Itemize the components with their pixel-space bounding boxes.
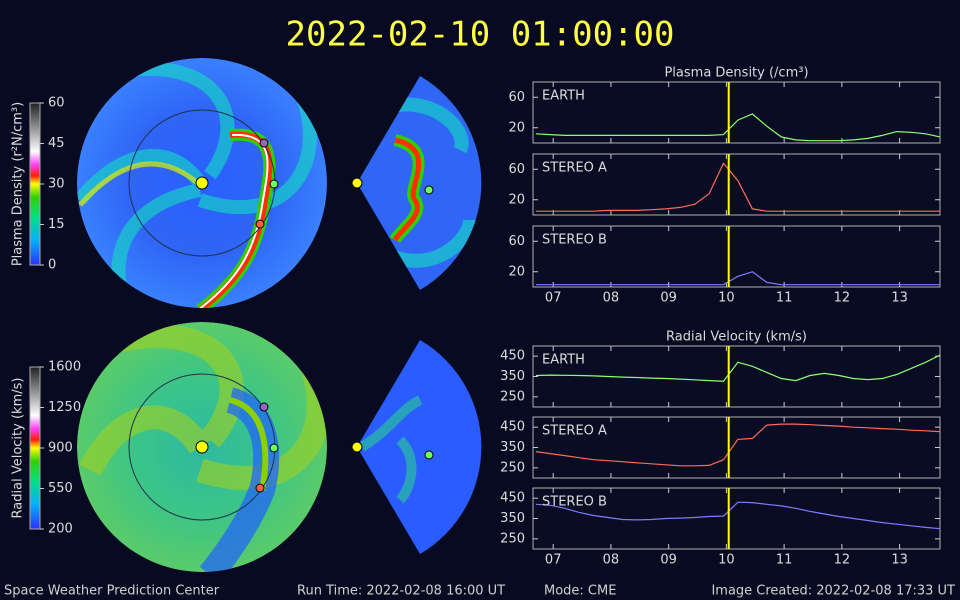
- x-tick-label: 07: [545, 553, 562, 568]
- stereo-a-marker: [255, 219, 265, 229]
- series-line: [535, 162, 940, 212]
- y-tick-label: 20: [508, 120, 525, 135]
- series-label: EARTH: [542, 89, 585, 104]
- panel: [532, 81, 941, 144]
- series-line: [535, 271, 940, 286]
- colorbar: [29, 366, 41, 530]
- colorbar-tick-label: 30: [48, 177, 65, 192]
- colorbar-tick-label: 900: [48, 441, 73, 456]
- y-tick-label: 450: [500, 349, 525, 364]
- timestamp-title: 2022-02-10 01:00:00: [286, 15, 675, 55]
- colorbar-tick-label: 1250: [48, 400, 81, 415]
- y-tick-label: 60: [508, 90, 525, 105]
- y-tick-label: 60: [508, 234, 525, 249]
- x-tick-label: 10: [718, 553, 735, 568]
- footer-mode: Mode: CME: [544, 584, 616, 599]
- footer-org: Space Weather Prediction Center: [4, 584, 220, 599]
- colorbar-label: Plasma Density (r²N/cm³): [11, 102, 26, 266]
- y-tick-label: 20: [508, 264, 525, 279]
- x-tick-label: 11: [776, 553, 793, 568]
- earth-marker: [424, 185, 434, 195]
- stereo-b-marker: [259, 402, 269, 412]
- series-label: STEREO A: [542, 424, 607, 439]
- y-tick-label: 450: [500, 420, 525, 435]
- panel-title: Plasma Density (/cm³): [664, 66, 808, 81]
- velocity-wedge: [357, 340, 482, 554]
- sun-marker: [195, 440, 209, 454]
- stereo-a-marker: [255, 483, 265, 493]
- density-wedge: [357, 76, 482, 290]
- sun-marker: [195, 176, 209, 190]
- panel-title: Radial Velocity (km/s): [666, 330, 807, 345]
- footer-run-time: Run Time: 2022-02-08 16:00 UT: [297, 584, 505, 599]
- x-tick-label: 12: [834, 553, 851, 568]
- x-tick-label: 13: [891, 291, 908, 306]
- series-line: [535, 501, 941, 530]
- panel: [532, 416, 941, 479]
- x-tick-label: 12: [834, 291, 851, 306]
- panel: [532, 153, 941, 216]
- y-tick-label: 350: [500, 440, 525, 455]
- x-tick-label: 09: [660, 553, 677, 568]
- y-tick-label: 250: [500, 389, 525, 404]
- colorbar-tick-label: 0: [48, 258, 56, 273]
- x-tick-label: 09: [660, 291, 677, 306]
- panel: [532, 487, 941, 550]
- series-line: [535, 354, 941, 382]
- y-tick-label: 350: [500, 511, 525, 526]
- x-tick-label: 11: [776, 291, 793, 306]
- x-tick-label: 13: [891, 553, 908, 568]
- y-tick-label: 20: [508, 192, 525, 207]
- x-tick-label: 08: [603, 291, 620, 306]
- colorbar-tick-label: 1600: [48, 360, 81, 375]
- y-tick-label: 250: [500, 531, 525, 546]
- earth-marker: [269, 443, 279, 453]
- series-line: [535, 113, 941, 142]
- colorbar-tick-label: 550: [48, 481, 73, 496]
- stereo-b-marker: [259, 138, 269, 148]
- colorbar-tick-label: 45: [48, 136, 65, 151]
- earth-marker: [424, 450, 434, 460]
- y-tick-label: 350: [500, 369, 525, 384]
- sun-marker: [351, 441, 363, 453]
- colorbar: [29, 102, 41, 266]
- series-line: [535, 423, 941, 467]
- x-tick-label: 07: [545, 291, 562, 306]
- footer-created: Image Created: 2022-02-08 17:33 UT: [711, 584, 955, 599]
- y-tick-label: 250: [500, 460, 525, 475]
- sun-marker: [351, 177, 363, 189]
- colorbar-label: Radial Velocity (km/s): [11, 378, 26, 519]
- series-label: STEREO B: [542, 495, 607, 510]
- series-label: EARTH: [542, 353, 585, 368]
- colorbar-tick-label: 15: [48, 217, 65, 232]
- x-tick-label: 10: [718, 291, 735, 306]
- x-tick-label: 08: [603, 553, 620, 568]
- earth-marker: [269, 179, 279, 189]
- colorbar-tick-label: 200: [48, 522, 73, 537]
- colorbar-tick-label: 60: [48, 96, 65, 111]
- series-label: STEREO A: [542, 161, 607, 176]
- y-tick-label: 450: [500, 491, 525, 506]
- y-tick-label: 60: [508, 162, 525, 177]
- series-label: STEREO B: [542, 233, 607, 248]
